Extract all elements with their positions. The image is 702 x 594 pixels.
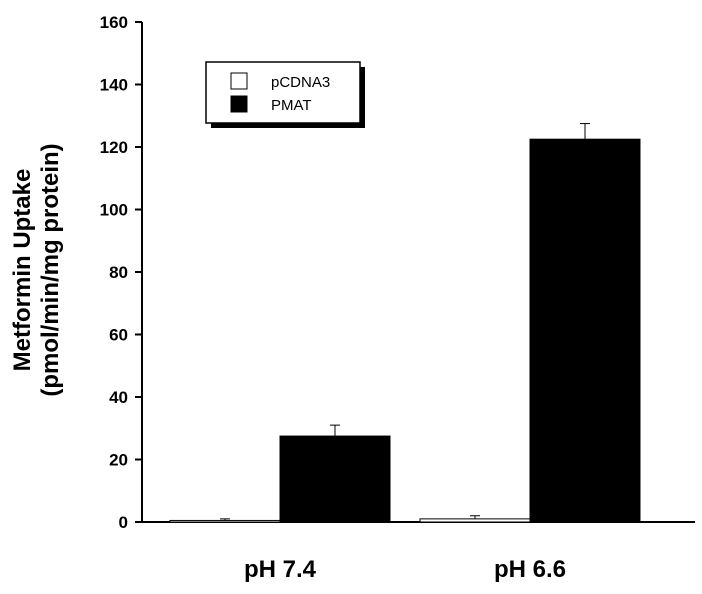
legend-swatch-pcdna3 bbox=[230, 72, 248, 90]
y-tick-label: 80 bbox=[109, 263, 128, 282]
bars bbox=[169, 123, 641, 523]
y-axis-title-line2: (pmol/min/mg protein) bbox=[37, 143, 64, 396]
legend-box bbox=[205, 61, 361, 124]
bar bbox=[529, 138, 641, 523]
y-tick-label: 60 bbox=[109, 326, 128, 345]
y-tick-label: 0 bbox=[119, 513, 128, 532]
y-tick-label: 100 bbox=[100, 201, 128, 220]
y-axis-title-line1: Metformin Uptake bbox=[9, 169, 36, 372]
y-tick-label: 140 bbox=[100, 76, 128, 95]
x-category-label: pH 7.4 bbox=[244, 556, 317, 583]
legend: pCDNA3 PMAT bbox=[205, 61, 365, 128]
legend-swatch-pmat bbox=[230, 95, 248, 113]
x-category-label: pH 6.6 bbox=[494, 556, 566, 583]
labels: 0 20 40 60 80 100 120 140 160 pH 7.4 pH 6.6 bbox=[100, 13, 566, 583]
y-tick-label: 160 bbox=[100, 13, 128, 32]
bar bbox=[279, 435, 391, 523]
y-tick-label: 40 bbox=[109, 388, 128, 407]
bar bbox=[419, 518, 531, 523]
legend-label-pcdna3: pCDNA3 bbox=[271, 74, 330, 91]
y-tick-label: 120 bbox=[100, 138, 128, 157]
y-tick-label: 20 bbox=[109, 451, 128, 470]
legend-label-pmat: PMAT bbox=[271, 97, 312, 114]
bar bbox=[169, 519, 281, 523]
